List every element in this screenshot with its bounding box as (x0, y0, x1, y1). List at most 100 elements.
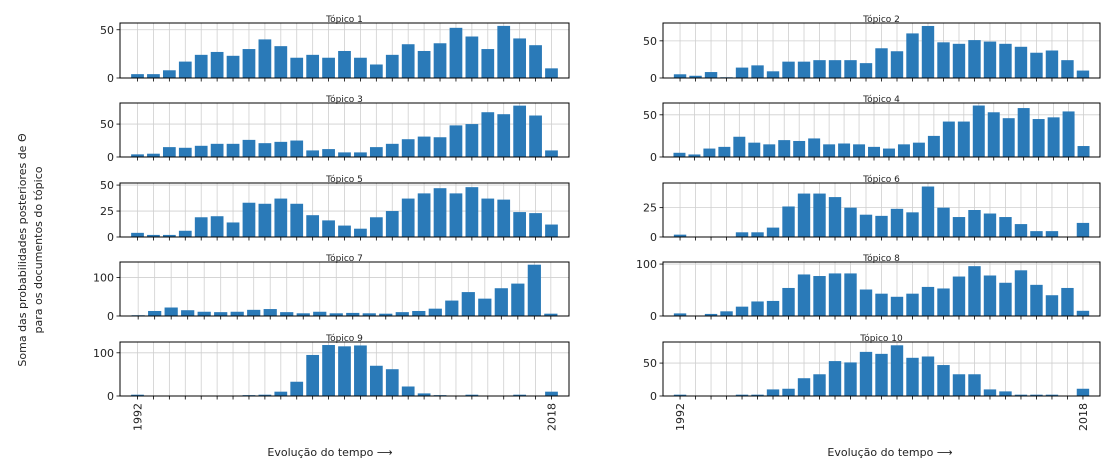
y-tick-label: 0 (107, 72, 114, 85)
bar (274, 141, 288, 157)
bar (912, 142, 925, 157)
bar (704, 313, 718, 316)
bar (782, 61, 795, 78)
y-tick-label: 50 (643, 109, 657, 122)
bar (322, 345, 335, 396)
bar (808, 138, 821, 157)
bar (983, 275, 997, 316)
bar (210, 143, 224, 157)
bar (875, 353, 888, 396)
xlabel-left: Evolução do tempo ⟶ (267, 446, 392, 459)
bar (445, 300, 459, 316)
bar (797, 274, 811, 316)
bar (972, 105, 985, 157)
bar (242, 49, 256, 78)
bar (290, 203, 304, 237)
bar (354, 57, 367, 78)
bar (735, 67, 749, 78)
panel-title: Tópico 10 (859, 333, 903, 344)
panel-3: 0 50 Tópico 3 (100, 94, 570, 164)
bar (258, 143, 272, 157)
bar (983, 213, 997, 237)
xlabel-right: Evolução do tempo ⟶ (827, 446, 952, 459)
bar (957, 121, 970, 157)
bar (1045, 295, 1059, 316)
panel-5: 0 25 50 Tópico 5 (100, 174, 570, 244)
bar (433, 43, 447, 78)
bar (497, 114, 511, 157)
bar (338, 346, 351, 396)
bar (1002, 118, 1015, 157)
bar (131, 232, 144, 237)
bar (322, 57, 335, 78)
bar (766, 300, 780, 316)
bar (242, 139, 256, 157)
bar (263, 309, 277, 316)
bar (1014, 224, 1028, 237)
bar (1076, 388, 1090, 396)
bar (178, 230, 192, 237)
panel-title: Tópico 2 (862, 14, 900, 25)
y-tick-label: 0 (650, 310, 657, 323)
bar (875, 293, 888, 316)
bar (433, 188, 447, 237)
bar (875, 48, 888, 78)
bar (497, 199, 511, 237)
bar (197, 311, 211, 316)
bar (545, 224, 558, 237)
bar (1032, 119, 1045, 157)
bar (1047, 117, 1060, 157)
bar (720, 311, 733, 316)
bar (906, 212, 919, 237)
panel-title: Tópico 6 (862, 174, 900, 185)
bar (529, 45, 542, 78)
bar (417, 50, 431, 78)
bar (226, 55, 240, 78)
bar (178, 61, 192, 78)
bar (813, 60, 826, 78)
bar (290, 381, 304, 396)
ylabel-line-1: Soma das probabilidades posteriores de Θ (16, 133, 29, 367)
bar (178, 147, 192, 157)
bar (673, 313, 687, 316)
bar (983, 389, 997, 396)
bar (1076, 222, 1090, 237)
bar (766, 71, 780, 78)
bar (689, 75, 702, 78)
bar (999, 43, 1012, 78)
bar (735, 306, 749, 316)
bar (890, 208, 904, 237)
bar (465, 394, 479, 396)
bar (513, 394, 527, 396)
bar (882, 148, 895, 157)
bar (481, 49, 495, 78)
bar (306, 215, 320, 237)
bar (545, 68, 558, 78)
bar (828, 197, 842, 237)
bar (258, 394, 272, 396)
bar (968, 266, 981, 316)
bar (162, 70, 176, 78)
bar (704, 72, 718, 78)
bar (844, 207, 857, 237)
bar (793, 140, 806, 157)
bar (385, 143, 399, 157)
bar (1061, 287, 1074, 316)
bar (999, 391, 1012, 396)
bar (346, 312, 360, 316)
panel-title: Tópico 5 (325, 174, 363, 185)
bar (782, 388, 795, 396)
bar (927, 135, 940, 157)
y-tick-label: 0 (650, 390, 657, 403)
bar (673, 152, 686, 157)
bar (242, 202, 256, 237)
bar (210, 51, 224, 78)
bar (735, 394, 749, 396)
bar (147, 153, 160, 157)
bar (385, 54, 399, 78)
bar (748, 142, 761, 157)
bar (194, 145, 208, 157)
bar (828, 273, 842, 316)
bar (329, 313, 343, 316)
